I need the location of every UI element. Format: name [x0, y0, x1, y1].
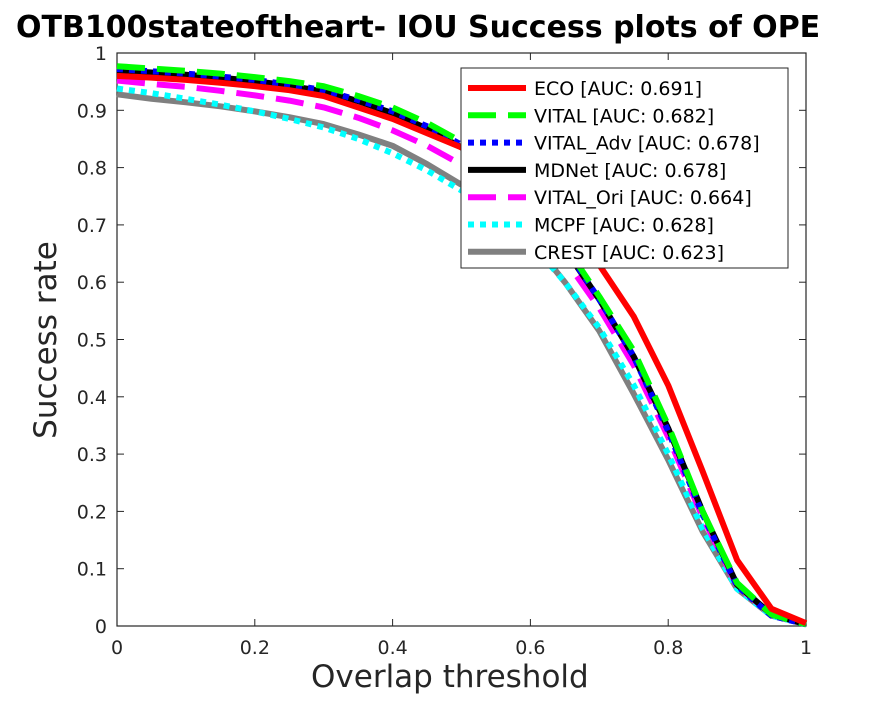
chart-title: OTB100stateoftheart- IOU Success plots o… [16, 10, 821, 45]
legend-label: CREST [AUC: 0.623] [534, 242, 724, 264]
legend-label: MDNet [AUC: 0.678] [534, 160, 726, 182]
x-tick-label: 0.2 [240, 637, 270, 659]
legend-label: VITAL_Ori [AUC: 0.664] [534, 187, 752, 209]
y-tick-label: 0.2 [77, 501, 107, 523]
legend-label: VITAL_Adv [AUC: 0.678] [534, 133, 760, 155]
legend-label: VITAL [AUC: 0.682] [534, 105, 714, 127]
x-tick-label: 1 [800, 637, 812, 659]
y-tick-label: 0.1 [77, 559, 107, 581]
y-axis-label: Success rate [28, 241, 64, 439]
y-tick-label: 0.7 [77, 215, 107, 237]
series-line-1 [116, 63, 807, 628]
y-tick-label: 0.8 [77, 158, 107, 180]
y-tick-label: 1 [95, 43, 107, 65]
y-tick-label: 0 [95, 616, 107, 638]
y-tick-label: 0.6 [77, 272, 107, 294]
x-tick-label: 0.6 [515, 637, 545, 659]
x-tick-label: 0.8 [653, 637, 683, 659]
y-tick-label: 0.9 [77, 100, 107, 122]
x-tick-label: 0 [111, 637, 123, 659]
y-tick-label: 0.4 [77, 387, 107, 409]
legend-label: ECO [AUC: 0.691] [534, 78, 702, 100]
legend-label: MCPF [AUC: 0.628] [534, 215, 714, 237]
y-tick-label: 0.3 [77, 444, 107, 466]
x-axis-label: Overlap threshold [311, 659, 589, 695]
y-tick-label: 0.5 [77, 330, 107, 352]
x-tick-label: 0.4 [377, 637, 407, 659]
